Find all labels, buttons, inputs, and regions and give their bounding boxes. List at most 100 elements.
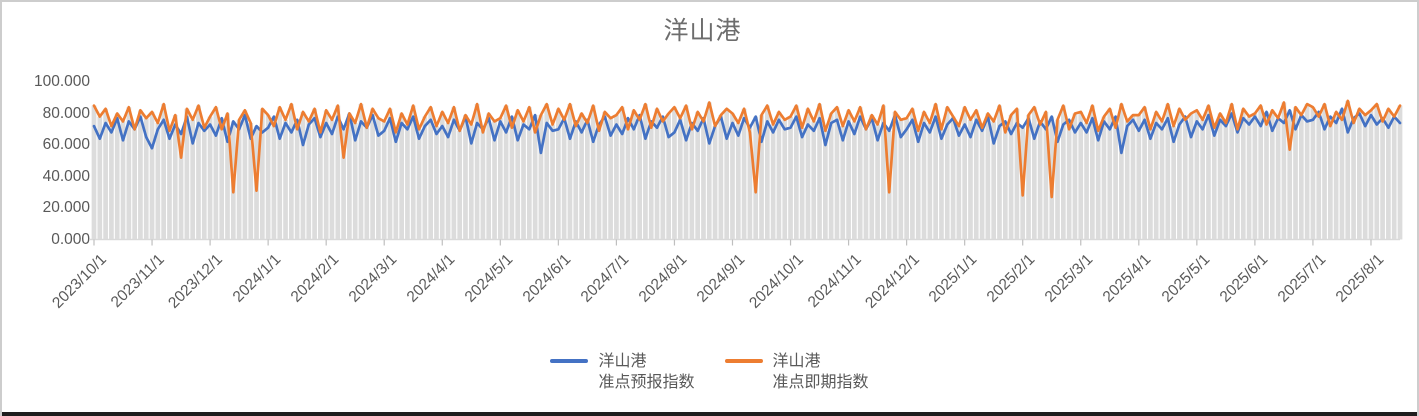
legend-item-forecast: 洋山港 准点预报指数 [550,351,695,393]
background-column [1095,130,1101,240]
background-column [695,111,701,240]
background-column [596,124,602,240]
background-column [573,121,579,240]
background-column [358,104,364,240]
background-column [503,105,509,240]
background-column [1345,100,1351,240]
background-column [793,105,799,240]
background-column [1322,104,1327,240]
background-column [672,107,677,240]
background-column [619,107,625,240]
series-line-spot [92,99,1402,199]
background-column [637,115,642,240]
background-column [799,127,805,240]
background-column [422,116,428,240]
background-column [828,113,834,240]
background-column [1287,110,1293,240]
background-column [648,121,654,240]
background-column [1229,104,1235,240]
background-column [770,124,776,240]
background-column [869,115,875,240]
background-column [306,121,312,240]
background-column [120,121,126,240]
background-column [347,113,352,240]
background-column [1084,122,1089,240]
background-column [515,110,521,240]
background-column [701,118,706,240]
background-column [875,124,880,240]
background-column [1037,121,1043,240]
legend: 洋山港 准点预报指数 洋山港 准点即期指数 [2,351,1417,393]
background-column [416,129,422,240]
background-column [492,121,497,240]
background-column [944,107,950,240]
legend-label-spot: 洋山港 准点即期指数 [773,351,869,393]
background-column [265,115,271,240]
background-column [207,116,213,240]
background-column [387,108,393,240]
background-column [614,115,619,240]
background-column [840,126,846,240]
y-axis-tick-label: 20.000 [42,199,90,216]
background-column [434,126,439,240]
background-column [625,118,631,240]
background-column [190,119,196,240]
background-column [428,107,434,240]
background-column [881,105,886,240]
background-column [985,113,991,240]
background-column [178,133,184,240]
background-column [1316,111,1322,240]
background-column [1177,108,1182,240]
background-column [1142,107,1147,240]
background-column [167,130,172,240]
background-column [950,116,956,240]
background-column [857,107,863,240]
background-column [236,119,242,240]
background-column [1246,116,1252,240]
background-column [149,111,155,240]
background-column [689,122,695,240]
background-column [608,118,613,240]
legend-spot-line2: 准点即期指数 [772,374,869,391]
background-column [1298,115,1304,240]
background-column [532,115,538,240]
background-column [1217,113,1223,240]
background-column [1119,104,1124,240]
background-column [312,108,317,240]
background-column [1362,115,1368,240]
background-column [439,111,445,240]
background-column [904,118,909,240]
legend-forecast-line2: 准点预报指数 [598,374,695,391]
background-column [277,107,283,240]
background-column [457,130,463,240]
background-column [474,104,480,240]
y-axis-tick-label: 0.000 [51,230,90,248]
background-column [1293,107,1298,240]
background-column [677,118,683,240]
background-column [1240,108,1246,240]
background-column [730,113,735,240]
background-column [1328,116,1333,240]
background-column [712,126,718,240]
background-column [1269,110,1275,240]
background-column [1031,107,1037,240]
background-column [979,127,985,240]
background-column [97,116,103,240]
background-column [538,115,544,240]
background-column [759,115,764,240]
background-column [300,111,306,240]
background-column [451,107,457,240]
background-column [915,130,921,240]
background-column [1357,108,1362,240]
background-column [201,127,207,240]
background-column [521,121,526,240]
legend-forecast-line1: 洋山港 [598,353,647,370]
background-column [1380,118,1385,240]
background-column [706,102,712,240]
background-column [1281,102,1287,240]
background-column [631,110,637,240]
background-column [219,118,225,240]
background-column [1130,115,1136,240]
background-column [248,122,254,240]
background-column [463,115,468,240]
